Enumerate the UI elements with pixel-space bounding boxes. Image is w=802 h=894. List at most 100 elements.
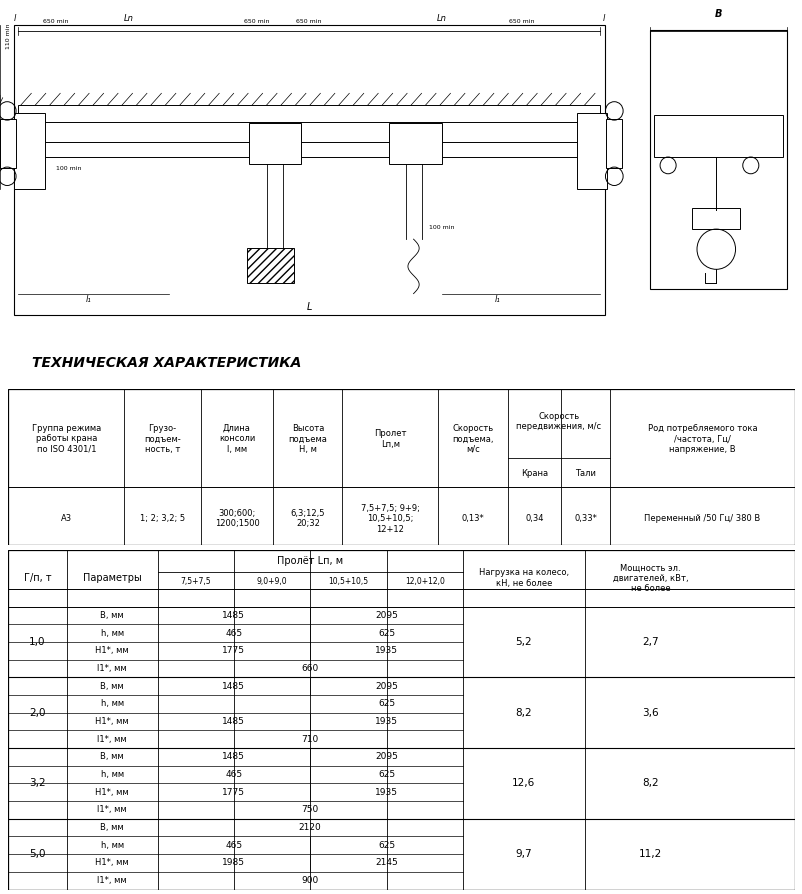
Text: Ln: Ln bbox=[124, 14, 133, 23]
Text: Параметры: Параметры bbox=[83, 573, 141, 583]
Text: 1935: 1935 bbox=[375, 646, 398, 655]
Text: 0,34: 0,34 bbox=[525, 514, 543, 523]
Text: 1935: 1935 bbox=[375, 717, 398, 726]
Text: 100 min: 100 min bbox=[428, 225, 454, 230]
Text: Переменный /50 Гц/ 380 В: Переменный /50 Гц/ 380 В bbox=[643, 514, 759, 523]
Text: l: l bbox=[14, 14, 15, 23]
Text: 660: 660 bbox=[302, 664, 318, 673]
Text: 3,2: 3,2 bbox=[29, 779, 46, 789]
Text: 9,0+9,0: 9,0+9,0 bbox=[257, 577, 287, 586]
Text: h, мм: h, мм bbox=[100, 841, 124, 850]
Text: l: l bbox=[602, 14, 604, 23]
Text: 1935: 1935 bbox=[375, 788, 398, 797]
Text: 1775: 1775 bbox=[222, 646, 245, 655]
Bar bbox=[249, 123, 301, 164]
Text: 2,7: 2,7 bbox=[642, 637, 658, 647]
Bar bbox=[0, 119, 16, 168]
Text: А3: А3 bbox=[61, 514, 71, 523]
Text: 1485: 1485 bbox=[222, 753, 245, 762]
Text: Н1*, мм: Н1*, мм bbox=[95, 858, 129, 867]
Text: h, мм: h, мм bbox=[100, 770, 124, 779]
Text: h, мм: h, мм bbox=[100, 699, 124, 708]
Text: 12,0+12,0: 12,0+12,0 bbox=[404, 577, 444, 586]
Text: 3,6: 3,6 bbox=[642, 708, 658, 718]
Text: 2,0: 2,0 bbox=[29, 708, 46, 718]
Bar bbox=[606, 119, 622, 168]
Text: 5,0: 5,0 bbox=[29, 849, 46, 859]
Text: Род потребляемого тока
/частота, Гц/
напряжение, В: Род потребляемого тока /частота, Гц/ нап… bbox=[647, 424, 756, 454]
Text: Группа режима
работы крана
по ISO 4301/1: Группа режима работы крана по ISO 4301/1 bbox=[31, 424, 101, 454]
Text: 12,6: 12,6 bbox=[512, 779, 535, 789]
Text: Высота
подъема
Н, м: Высота подъема Н, м bbox=[288, 424, 327, 454]
Text: 650 min: 650 min bbox=[43, 19, 69, 24]
Text: 10,5+10,5: 10,5+10,5 bbox=[328, 577, 368, 586]
Text: Пролет
Lп,м: Пролет Lп,м bbox=[374, 429, 407, 449]
Text: 0,33*: 0,33* bbox=[573, 514, 597, 523]
Text: l₁: l₁ bbox=[494, 295, 500, 304]
Text: 650 min: 650 min bbox=[244, 19, 269, 24]
Text: Нагрузка на колесо,
кН, не более: Нагрузка на колесо, кН, не более bbox=[478, 569, 569, 588]
Bar bbox=[18, 142, 599, 157]
Text: 5,2: 5,2 bbox=[515, 637, 532, 647]
Text: 465: 465 bbox=[225, 628, 242, 637]
Text: L: L bbox=[306, 302, 311, 312]
Text: 1485: 1485 bbox=[222, 717, 245, 726]
Bar bbox=[576, 114, 606, 189]
Text: l1*, мм: l1*, мм bbox=[97, 805, 127, 814]
Text: Тали: Тали bbox=[574, 468, 595, 478]
Text: 1985: 1985 bbox=[222, 858, 245, 867]
Text: 8,2: 8,2 bbox=[515, 708, 532, 718]
Text: 625: 625 bbox=[378, 628, 395, 637]
Text: 625: 625 bbox=[378, 770, 395, 779]
Bar bbox=[654, 115, 782, 157]
Text: В, мм: В, мм bbox=[100, 823, 124, 832]
Text: Грузо-
подъем-
ность, т: Грузо- подъем- ность, т bbox=[144, 424, 180, 454]
Text: l1*, мм: l1*, мм bbox=[97, 876, 127, 885]
Bar bbox=[247, 248, 294, 283]
Text: Г/п, т: Г/п, т bbox=[24, 573, 51, 583]
Text: В, мм: В, мм bbox=[100, 681, 124, 691]
Text: 625: 625 bbox=[378, 841, 395, 850]
Text: 0,13*: 0,13* bbox=[461, 514, 484, 523]
Text: Ln: Ln bbox=[436, 14, 446, 23]
Text: В, мм: В, мм bbox=[100, 611, 124, 620]
Text: 1485: 1485 bbox=[222, 681, 245, 691]
Text: 1775: 1775 bbox=[222, 788, 245, 797]
Text: 750: 750 bbox=[302, 805, 318, 814]
Text: Мощность эл.
двигателей, кВт,
не более: Мощность эл. двигателей, кВт, не более bbox=[612, 563, 687, 593]
Bar bbox=[14, 25, 604, 315]
Text: Н1*, мм: Н1*, мм bbox=[95, 788, 129, 797]
Text: h, мм: h, мм bbox=[100, 628, 124, 637]
Text: 8,2: 8,2 bbox=[642, 779, 658, 789]
Text: Длина
консоли
l, мм: Длина консоли l, мм bbox=[219, 424, 255, 454]
Text: Н1*, мм: Н1*, мм bbox=[95, 717, 129, 726]
Text: Н1*, мм: Н1*, мм bbox=[95, 646, 129, 655]
Text: l₁: l₁ bbox=[85, 295, 91, 304]
Bar bbox=[14, 114, 45, 189]
Text: 2145: 2145 bbox=[375, 858, 398, 867]
Bar bbox=[691, 208, 739, 229]
Text: ТЕХНИЧЕСКАЯ ХАРАКТЕРИСТИКА: ТЕХНИЧЕСКАЯ ХАРАКТЕРИСТИКА bbox=[32, 356, 301, 370]
Text: 110 min: 110 min bbox=[6, 23, 10, 49]
Text: l1*, мм: l1*, мм bbox=[97, 735, 127, 744]
Text: Скорость
подъема,
м/с: Скорость подъема, м/с bbox=[452, 424, 493, 454]
Text: 650 min: 650 min bbox=[296, 19, 322, 24]
Text: В: В bbox=[714, 9, 722, 19]
Text: Пролёт Lп, м: Пролёт Lп, м bbox=[277, 556, 342, 566]
Bar bbox=[650, 30, 786, 290]
Text: 465: 465 bbox=[225, 770, 242, 779]
Text: 100 min: 100 min bbox=[55, 166, 81, 172]
Text: 2095: 2095 bbox=[375, 681, 398, 691]
Text: 300;600;
1200;1500: 300;600; 1200;1500 bbox=[214, 509, 259, 528]
Text: 650 min: 650 min bbox=[508, 19, 534, 24]
Text: 9,7: 9,7 bbox=[515, 849, 532, 859]
Text: 465: 465 bbox=[225, 841, 242, 850]
Text: 900: 900 bbox=[302, 876, 318, 885]
Text: 7,5+7,5: 7,5+7,5 bbox=[180, 577, 211, 586]
Text: 7,5+7,5; 9+9;
10,5+10,5;
12+12: 7,5+7,5; 9+9; 10,5+10,5; 12+12 bbox=[361, 504, 419, 534]
Text: l1*, мм: l1*, мм bbox=[97, 664, 127, 673]
Text: Крана: Крана bbox=[520, 468, 548, 478]
Text: 2120: 2120 bbox=[298, 823, 321, 832]
Text: 710: 710 bbox=[302, 735, 318, 744]
Bar bbox=[18, 105, 599, 122]
